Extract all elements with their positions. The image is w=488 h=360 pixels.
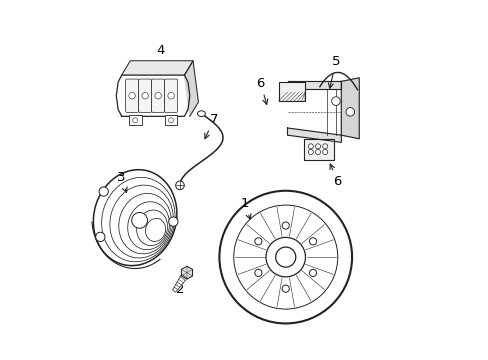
FancyBboxPatch shape <box>138 79 151 112</box>
Circle shape <box>219 191 351 323</box>
FancyBboxPatch shape <box>164 79 177 112</box>
Polygon shape <box>172 273 188 292</box>
FancyBboxPatch shape <box>151 79 164 112</box>
Ellipse shape <box>93 170 177 266</box>
Circle shape <box>282 222 289 229</box>
Circle shape <box>331 97 340 105</box>
Polygon shape <box>184 61 198 116</box>
Circle shape <box>131 212 147 228</box>
Text: 4: 4 <box>153 44 164 76</box>
Polygon shape <box>116 75 189 116</box>
Polygon shape <box>122 61 193 75</box>
Text: 7: 7 <box>204 113 218 139</box>
Circle shape <box>315 149 320 154</box>
Circle shape <box>309 269 316 276</box>
Circle shape <box>129 93 135 99</box>
Ellipse shape <box>197 111 205 117</box>
Circle shape <box>155 93 161 99</box>
Circle shape <box>308 144 313 149</box>
Bar <box>164 115 177 125</box>
Polygon shape <box>341 78 359 139</box>
Bar <box>278 82 305 101</box>
Bar <box>303 139 333 160</box>
Circle shape <box>142 93 148 99</box>
Circle shape <box>322 149 327 154</box>
Polygon shape <box>287 81 341 89</box>
Circle shape <box>346 108 354 116</box>
FancyBboxPatch shape <box>125 79 138 112</box>
Polygon shape <box>287 128 341 142</box>
Text: 6: 6 <box>329 164 341 188</box>
Circle shape <box>254 269 262 276</box>
Polygon shape <box>181 266 192 279</box>
Circle shape <box>168 118 173 123</box>
Text: 3: 3 <box>116 171 127 192</box>
Circle shape <box>99 187 108 196</box>
Text: 5: 5 <box>328 55 340 88</box>
Circle shape <box>132 118 137 123</box>
Circle shape <box>265 237 305 277</box>
Text: 6: 6 <box>256 77 267 104</box>
Circle shape <box>254 238 262 245</box>
Text: 2: 2 <box>175 272 185 296</box>
Circle shape <box>168 217 178 226</box>
Bar <box>128 115 142 125</box>
Circle shape <box>322 144 327 149</box>
Circle shape <box>167 93 174 99</box>
Circle shape <box>96 232 105 242</box>
Circle shape <box>308 149 313 154</box>
Circle shape <box>309 238 316 245</box>
Circle shape <box>175 181 184 190</box>
Circle shape <box>275 247 295 267</box>
Text: 1: 1 <box>240 197 250 219</box>
Circle shape <box>233 205 337 309</box>
Circle shape <box>315 144 320 149</box>
Circle shape <box>282 285 289 292</box>
